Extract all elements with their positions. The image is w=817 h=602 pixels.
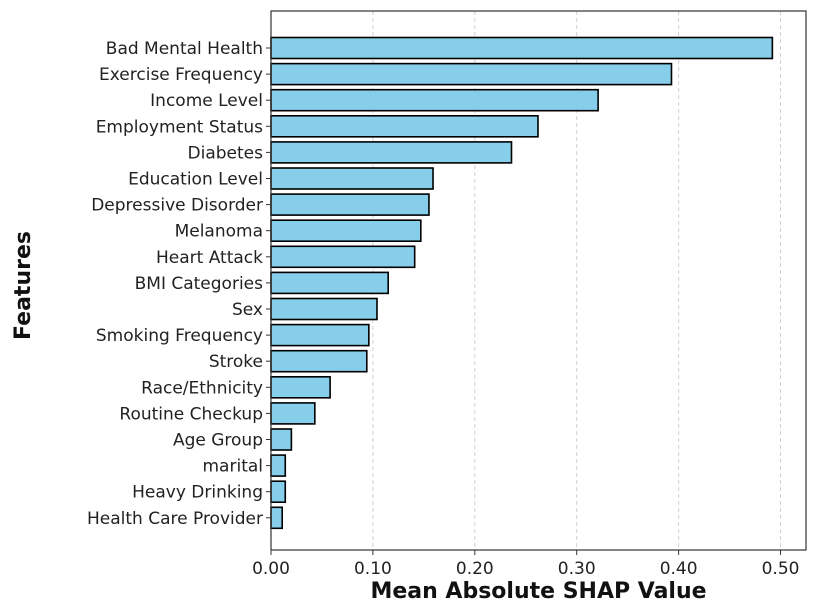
- x-tick-label: 0.00: [252, 559, 290, 579]
- x-tick-label: 0.30: [558, 559, 596, 579]
- y-tick-label: Heart Attack: [156, 248, 263, 268]
- y-tick-labels: Bad Mental Health Exercise Frequency Incom…: [87, 39, 271, 529]
- x-axis-label: Mean Absolute SHAP Value: [370, 579, 706, 602]
- plot-frame: [270, 10, 807, 551]
- bar: [270, 36, 774, 60]
- y-tick-label: Heavy Drinking: [132, 483, 263, 503]
- y-tick-label: Race/Ethnicity: [141, 378, 263, 398]
- bar: [270, 323, 370, 347]
- x-tick-labels: 0.00 0.10 0.20 0.30 0.40 0.50: [252, 550, 799, 579]
- bar: [270, 454, 287, 477]
- y-tick-label: Sex: [232, 300, 263, 320]
- bar: [270, 193, 430, 216]
- y-tick-label: Income Level: [150, 91, 263, 111]
- bar: [270, 271, 389, 295]
- y-tick-label: Exercise Frequency: [99, 65, 263, 85]
- x-tick-label: 0.10: [354, 559, 392, 579]
- y-tick-label: Employment Status: [96, 117, 263, 137]
- y-tick-label: marital: [203, 457, 264, 477]
- y-tick-label: Health Care Provider: [87, 509, 263, 529]
- bars: [270, 36, 774, 530]
- y-tick-label: Melanoma: [175, 222, 263, 242]
- bar: [270, 141, 513, 164]
- x-tick-label: 0.20: [456, 559, 494, 579]
- x-tick-label: 0.40: [660, 559, 698, 579]
- bar: [270, 245, 416, 269]
- bar: [270, 375, 331, 399]
- y-tick-label: BMI Categories: [135, 274, 264, 294]
- y-tick-label: Bad Mental Health: [106, 39, 263, 59]
- y-axis-label: Features: [11, 231, 36, 340]
- bar: [270, 88, 599, 112]
- bar: [270, 480, 287, 504]
- y-tick-label: Diabetes: [188, 143, 264, 163]
- bar: [270, 349, 368, 373]
- y-tick-label: Stroke: [209, 352, 263, 372]
- y-tick-label: Smoking Frequency: [96, 326, 263, 346]
- bar: [270, 297, 378, 321]
- y-tick-label: Depressive Disorder: [91, 196, 263, 216]
- bar: [270, 115, 539, 138]
- bar: [270, 167, 434, 190]
- y-tick-label: Routine Checkup: [119, 404, 263, 424]
- bar: [270, 62, 673, 86]
- bar: [270, 219, 422, 242]
- bar: [270, 506, 284, 530]
- y-tick-label: Age Group: [173, 431, 263, 451]
- y-tick-label: Education Level: [128, 170, 263, 190]
- bar: [270, 428, 293, 451]
- x-tick-label: 0.50: [762, 559, 800, 579]
- bar: [270, 402, 316, 425]
